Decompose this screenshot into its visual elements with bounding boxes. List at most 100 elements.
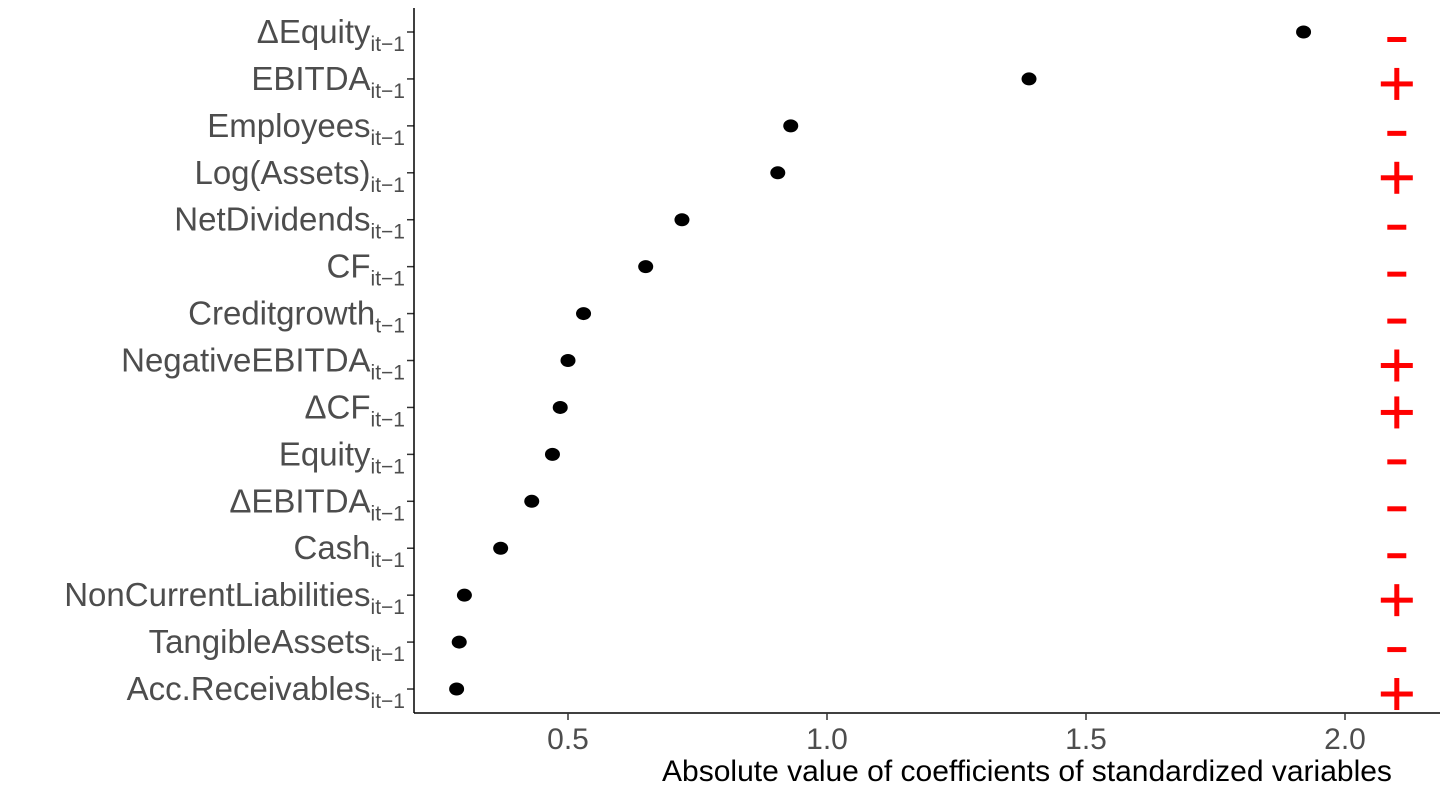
y-tick-label-subscript: it−1 [371, 549, 405, 572]
y-tick-label-main: NonCurrentLiabilities [64, 576, 370, 613]
y-tick-label-subscript: it−1 [371, 455, 405, 478]
y-axis-labels: ΔEquityit−1EBITDAit−1Employeesit−1Log(As… [64, 13, 414, 713]
y-tick-label: CFit−1 [327, 248, 405, 291]
y-tick-label: Employeesit−1 [207, 107, 405, 150]
data-point [1296, 25, 1312, 39]
y-tick-label: Cashit−1 [294, 529, 406, 572]
y-tick-label-subscript: it−1 [371, 80, 405, 103]
plus-sign [1380, 678, 1413, 711]
y-tick-label-subscript: it−1 [371, 174, 405, 197]
y-tick-label: Equityit−1 [279, 435, 405, 478]
data-point [524, 494, 540, 508]
data-point [493, 541, 509, 555]
minus-bar [1387, 224, 1407, 230]
minus-bar [1387, 37, 1407, 42]
minus-sign [1387, 130, 1407, 136]
y-tick-label: Acc.Receivablesit−1 [127, 670, 405, 713]
y-tick-label-subscript: it−1 [371, 33, 405, 56]
plus-sign [1380, 396, 1413, 429]
y-tick-label: NetDividendsit−1 [174, 201, 405, 244]
y-tick-label-main: CF [327, 248, 371, 285]
minus-sign [1387, 224, 1407, 230]
plus-vertical-bar [1394, 67, 1400, 100]
y-tick-label-subscript: it−1 [371, 408, 405, 431]
data-point [449, 682, 465, 696]
plus-sign [1380, 349, 1413, 382]
data-point [544, 447, 560, 461]
data-point [552, 400, 568, 414]
y-tick-label-subscript: it−1 [371, 690, 405, 713]
minus-bar [1387, 271, 1407, 277]
plus-vertical-bar [1394, 396, 1400, 429]
y-tick-label-subscript: it−1 [371, 643, 405, 666]
y-tick-label-subscript: it−1 [371, 221, 405, 244]
data-point [576, 307, 592, 321]
minus-bar [1387, 553, 1407, 559]
data-point [451, 635, 467, 649]
y-tick-label-main: EBITDA [251, 60, 370, 97]
data-point [456, 588, 472, 602]
y-tick-label-main: TangibleAssets [149, 623, 371, 660]
y-tick-label-subscript: it−1 [371, 362, 405, 385]
data-points [449, 25, 1312, 696]
data-point [560, 354, 576, 368]
minus-sign [1387, 506, 1407, 512]
plus-sign [1380, 161, 1413, 194]
y-tick-label-main: ΔEBITDA [229, 482, 370, 519]
y-tick-label: ΔEBITDAit−1 [229, 482, 405, 525]
y-tick-label-subscript: it−1 [371, 127, 405, 150]
y-tick-label-subscript: it−1 [371, 596, 405, 619]
y-tick-label: ΔCFit−1 [305, 388, 406, 431]
plus-vertical-bar [1394, 678, 1400, 711]
x-tick-label: 2.0 [1324, 723, 1366, 756]
sign-markers [1380, 37, 1413, 711]
y-tick-label: Creditgrowtht−1 [188, 295, 405, 338]
y-tick-label: ΔEquityit−1 [257, 13, 405, 56]
plus-vertical-bar [1394, 161, 1400, 194]
y-tick-label-main: Equity [279, 435, 371, 472]
minus-sign [1387, 553, 1407, 559]
y-tick-label: TangibleAssetsit−1 [149, 623, 405, 666]
y-tick-label-main: ΔEquity [257, 13, 371, 50]
x-tick-label: 1.5 [1065, 723, 1107, 756]
plus-vertical-bar [1394, 349, 1400, 382]
x-tick-label: 0.5 [547, 723, 589, 756]
y-tick-label-subscript: it−1 [371, 268, 405, 291]
y-tick-label-main: Employees [207, 107, 370, 144]
plus-sign [1380, 584, 1413, 617]
x-axis-ticks: 0.5 1.0 1.5 2.0 [547, 713, 1366, 756]
y-tick-label-main: NetDividends [174, 201, 370, 238]
minus-sign [1387, 647, 1407, 653]
data-point [783, 119, 799, 133]
minus-sign [1387, 318, 1407, 324]
minus-bar [1387, 506, 1407, 512]
minus-sign [1387, 37, 1407, 42]
y-tick-label-main: Creditgrowth [188, 295, 375, 332]
x-tick-label: 1.0 [806, 723, 848, 756]
y-tick-label: EBITDAit−1 [251, 60, 405, 103]
minus-sign [1387, 271, 1407, 277]
x-axis-title: Absolute value of coefficients of standa… [662, 755, 1392, 787]
y-tick-label-main: Cash [294, 529, 371, 566]
y-tick-label-main: Log(Assets) [194, 154, 370, 191]
minus-bar [1387, 459, 1407, 465]
minus-bar [1387, 318, 1407, 324]
y-tick-label: NegativeEBITDAit−1 [121, 342, 405, 385]
minus-bar [1387, 130, 1407, 136]
plus-vertical-bar [1394, 584, 1400, 617]
minus-sign [1387, 459, 1407, 465]
data-point [638, 260, 654, 274]
data-point [770, 166, 786, 180]
data-point [674, 213, 690, 227]
plus-sign [1380, 67, 1413, 100]
y-tick-label: NonCurrentLiabilitiesit−1 [64, 576, 405, 619]
y-tick-label: Log(Assets)it−1 [194, 154, 405, 197]
y-tick-label-main: Acc.Receivables [127, 670, 371, 707]
y-tick-label-subscript: t−1 [375, 315, 405, 338]
minus-bar [1387, 647, 1407, 653]
data-point [1021, 72, 1037, 86]
y-tick-label-main: ΔCF [305, 388, 371, 425]
y-tick-label-main: NegativeEBITDA [121, 342, 370, 379]
y-tick-label-subscript: it−1 [371, 502, 405, 525]
